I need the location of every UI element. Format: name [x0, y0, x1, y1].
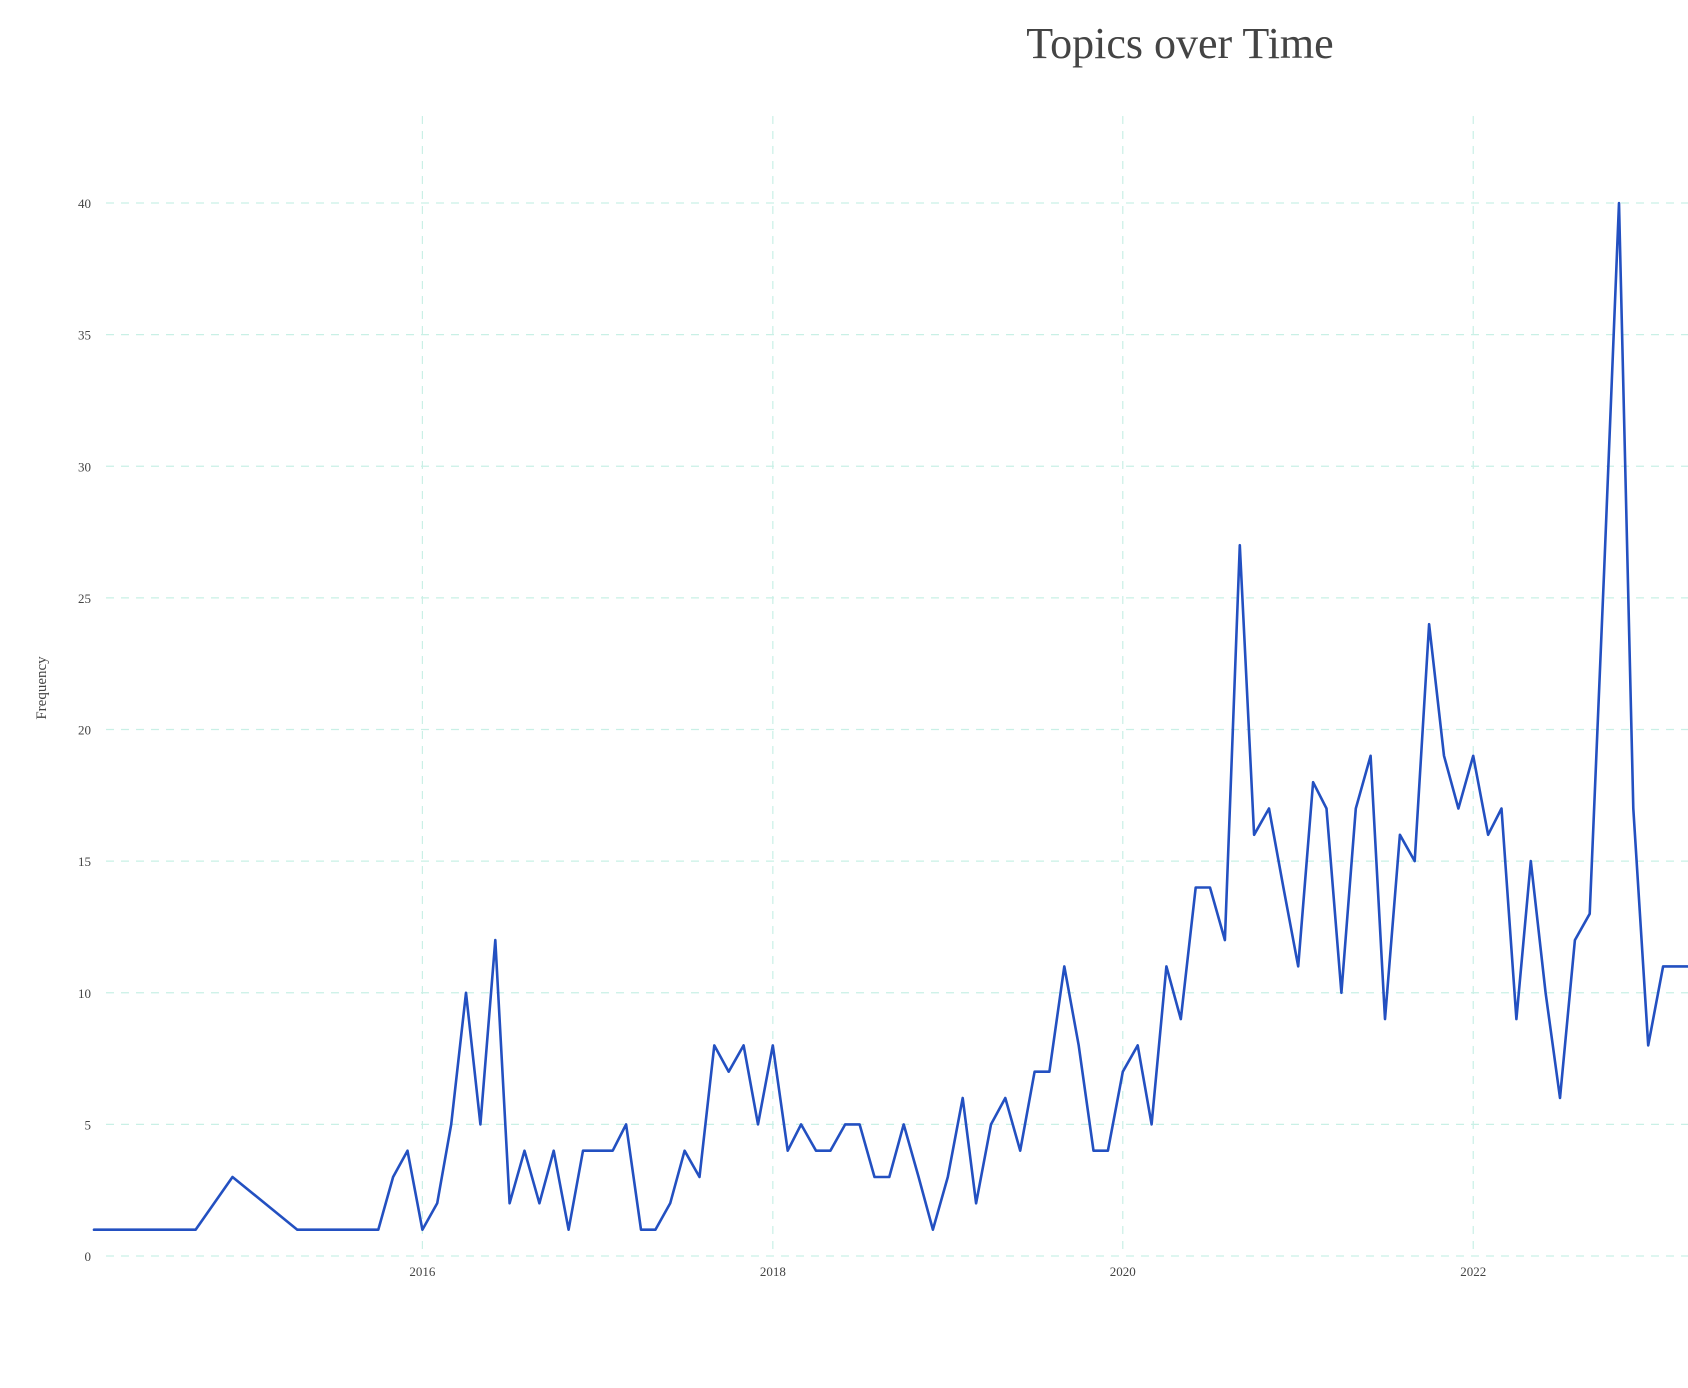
- x-tick-label: 2016: [409, 1264, 436, 1279]
- y-tick-label: 30: [78, 459, 91, 474]
- y-tick-label: 15: [78, 854, 91, 869]
- x-tick-label: 2022: [1460, 1264, 1486, 1279]
- y-tick-label: 10: [78, 986, 91, 1001]
- x-tick-label: 2020: [1110, 1264, 1136, 1279]
- x-tick-label: 2018: [760, 1264, 786, 1279]
- y-tick-label: 40: [78, 196, 91, 211]
- y-tick-label: 0: [85, 1249, 92, 1264]
- series-group: [92, 201, 1688, 1231]
- y-tick-label: 20: [78, 723, 91, 738]
- chart-title: Topics over Time: [1026, 19, 1333, 68]
- y-gridlines: [106, 202, 1688, 1257]
- y-axis-title: Frequency: [34, 656, 50, 720]
- y-tick-label: 25: [78, 591, 91, 606]
- x-axis-tick-labels: 2016 2018 2020 2022: [409, 1264, 1486, 1279]
- y-tick-label: 5: [85, 1117, 92, 1132]
- x-gridlines: [421, 116, 1474, 1256]
- y-axis-tick-labels: 0 5 10 15 20 25 30 35 40: [78, 196, 91, 1264]
- series-line-0: [92, 201, 1688, 1231]
- y-tick-label: 35: [78, 328, 91, 343]
